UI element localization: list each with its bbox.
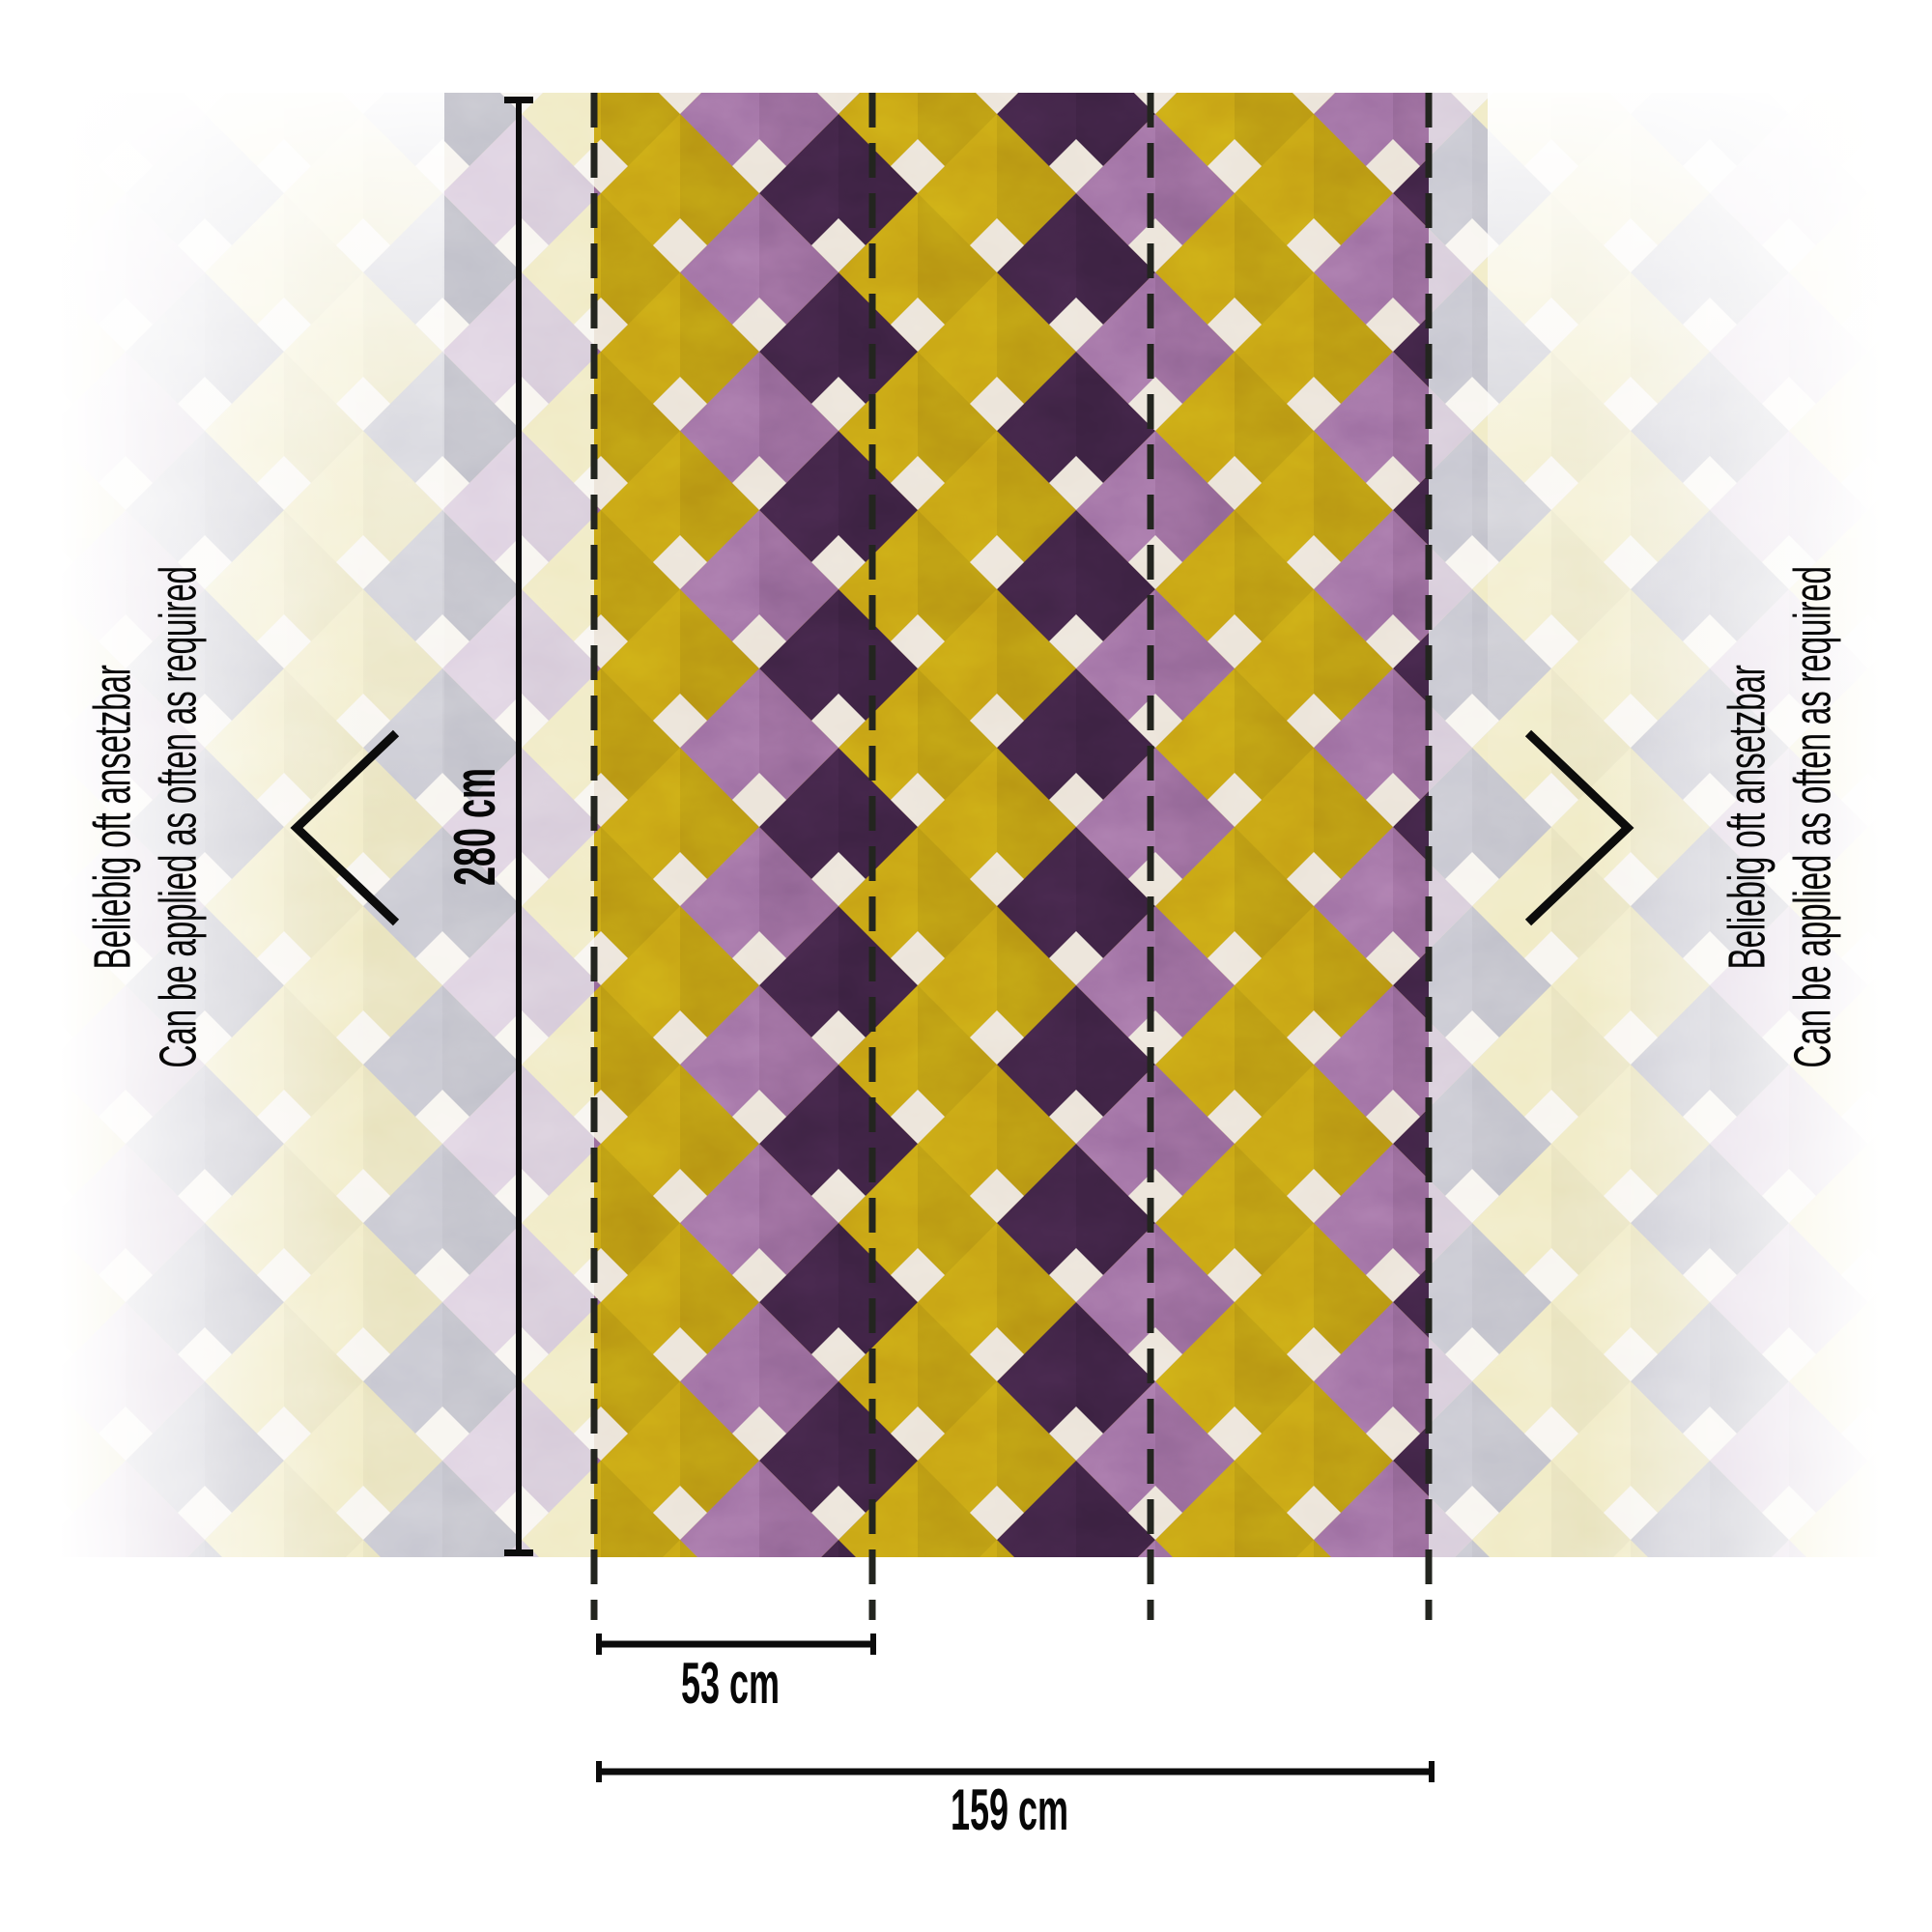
side-note-right: Beliebig oft ansetzbar Can be applied as… bbox=[1717, 566, 1841, 1067]
height-dimension: 280 cm bbox=[443, 97, 533, 1556]
chevron-right-icon bbox=[1524, 729, 1634, 926]
side-note-right-en: Can be applied as often as required bbox=[1782, 566, 1841, 1067]
fade-overlay-top-right bbox=[1488, 93, 1932, 827]
panel-width-dimension: 53 cm bbox=[596, 1634, 876, 1717]
side-note-right-de: Beliebig oft ansetzbar bbox=[1717, 665, 1776, 969]
panel-width-label: 53 cm bbox=[681, 1652, 780, 1717]
total-width-label: 159 cm bbox=[951, 1778, 1068, 1843]
side-note-left: Beliebig oft ansetzbar Can be applied as… bbox=[82, 566, 207, 1067]
fade-overlay-top-left bbox=[0, 93, 444, 827]
side-note-left-en: Can be applied as often as required bbox=[148, 566, 207, 1067]
side-note-left-de: Beliebig oft ansetzbar bbox=[82, 665, 141, 969]
chevron-left-icon bbox=[290, 729, 400, 926]
panel-seam-lines bbox=[590, 93, 1433, 1620]
height-label: 280 cm bbox=[443, 768, 508, 886]
total-width-dimension: 159 cm bbox=[596, 1761, 1435, 1843]
